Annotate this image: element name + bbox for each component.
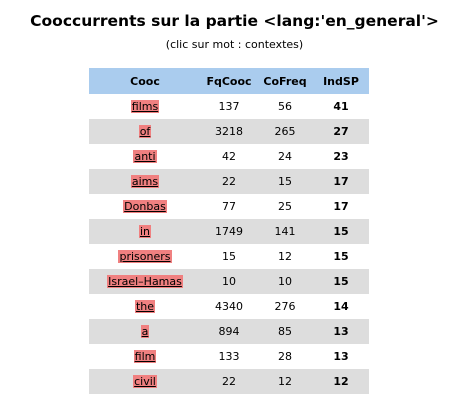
page-subtitle: (clic sur mot : contextes)	[165, 38, 304, 51]
cooc-word-link[interactable]: the	[134, 300, 156, 313]
cooc-word-link[interactable]: civil	[133, 375, 157, 388]
cooc-word-link[interactable]: films	[130, 100, 160, 113]
cofreq-cell: 12	[257, 244, 313, 269]
indsp-cell: 15	[313, 244, 369, 269]
indsp-cell: 15	[313, 219, 369, 244]
table-row: in 1749 141 15	[89, 219, 369, 244]
table-row: a 894 85 13	[89, 319, 369, 344]
cofreq-cell: 25	[257, 194, 313, 219]
indsp-cell: 12	[313, 369, 369, 394]
cooc-cell: a	[89, 319, 201, 344]
page-title: Cooccurrents sur la partie <lang:'en_gen…	[30, 12, 439, 30]
header-indsp[interactable]: IndSP	[313, 68, 369, 94]
table-body: films 137 56 41 of 3218 265 27 anti 42 24 23 aims 22 1…	[89, 94, 369, 394]
cooc-cell: anti	[89, 144, 201, 169]
table-row: anti 42 24 23	[89, 144, 369, 169]
fqcooc-cell: 133	[201, 344, 257, 369]
fqcooc-cell: 15	[201, 244, 257, 269]
table-row: prisoners 15 12 15	[89, 244, 369, 269]
indsp-cell: 23	[313, 144, 369, 169]
cooc-cell: civil	[89, 369, 201, 394]
fqcooc-cell: 22	[201, 369, 257, 394]
table-row: films 137 56 41	[89, 94, 369, 119]
indsp-cell: 15	[313, 269, 369, 294]
table-row: film 133 28 13	[89, 344, 369, 369]
cooc-word-link[interactable]: in	[138, 225, 152, 238]
fqcooc-cell: 4340	[201, 294, 257, 319]
header-cooc[interactable]: Cooc	[89, 68, 201, 94]
cofreq-cell: 276	[257, 294, 313, 319]
table-row: the 4340 276 14	[89, 294, 369, 319]
cofreq-cell: 24	[257, 144, 313, 169]
cooc-word-link[interactable]: of	[138, 125, 152, 138]
fqcooc-cell: 10	[201, 269, 257, 294]
cooc-word-link[interactable]: a	[140, 325, 150, 338]
table-row: civil 22 12 12	[89, 369, 369, 394]
fqcooc-cell: 77	[201, 194, 257, 219]
fqcooc-cell: 137	[201, 94, 257, 119]
table-header-row: Cooc FqCooc CoFreq IndSP	[89, 68, 369, 94]
indsp-cell: 13	[313, 344, 369, 369]
table-row: Donbas 77 25 17	[89, 194, 369, 219]
cofreq-cell: 141	[257, 219, 313, 244]
cofreq-cell: 28	[257, 344, 313, 369]
cofreq-cell: 15	[257, 169, 313, 194]
cofreq-cell: 10	[257, 269, 313, 294]
cooccurrents-table: Cooc FqCooc CoFreq IndSP films 137 56 41 of 3…	[89, 68, 369, 394]
table-row: Israel–Hamas 10 10 15	[89, 269, 369, 294]
cofreq-cell: 12	[257, 369, 313, 394]
table-row: of 3218 265 27	[89, 119, 369, 144]
cooc-word-link[interactable]: prisoners	[118, 250, 172, 263]
cooc-cell: in	[89, 219, 201, 244]
cooc-word-link[interactable]: film	[133, 350, 157, 363]
indsp-cell: 27	[313, 119, 369, 144]
cooc-cell: prisoners	[89, 244, 201, 269]
indsp-cell: 13	[313, 319, 369, 344]
fqcooc-cell: 22	[201, 169, 257, 194]
indsp-cell: 14	[313, 294, 369, 319]
cooc-word-link[interactable]: aims	[130, 175, 160, 188]
cofreq-cell: 85	[257, 319, 313, 344]
fqcooc-cell: 3218	[201, 119, 257, 144]
indsp-cell: 17	[313, 194, 369, 219]
fqcooc-cell: 1749	[201, 219, 257, 244]
cofreq-cell: 265	[257, 119, 313, 144]
cooc-cell: of	[89, 119, 201, 144]
cooc-word-link[interactable]: Israel–Hamas	[107, 275, 183, 288]
cooc-cell: Donbas	[89, 194, 201, 219]
indsp-cell: 17	[313, 169, 369, 194]
cooc-cell: Israel–Hamas	[89, 269, 201, 294]
fqcooc-cell: 894	[201, 319, 257, 344]
cofreq-cell: 56	[257, 94, 313, 119]
cooc-cell: aims	[89, 169, 201, 194]
cooc-word-link[interactable]: Donbas	[123, 200, 167, 213]
header-fqcooc[interactable]: FqCooc	[201, 68, 257, 94]
table-row: aims 22 15 17	[89, 169, 369, 194]
indsp-cell: 41	[313, 94, 369, 119]
cooc-cell: film	[89, 344, 201, 369]
cooc-cell: films	[89, 94, 201, 119]
cooc-cell: the	[89, 294, 201, 319]
fqcooc-cell: 42	[201, 144, 257, 169]
cooc-word-link[interactable]: anti	[133, 150, 157, 163]
header-cofreq[interactable]: CoFreq	[257, 68, 313, 94]
